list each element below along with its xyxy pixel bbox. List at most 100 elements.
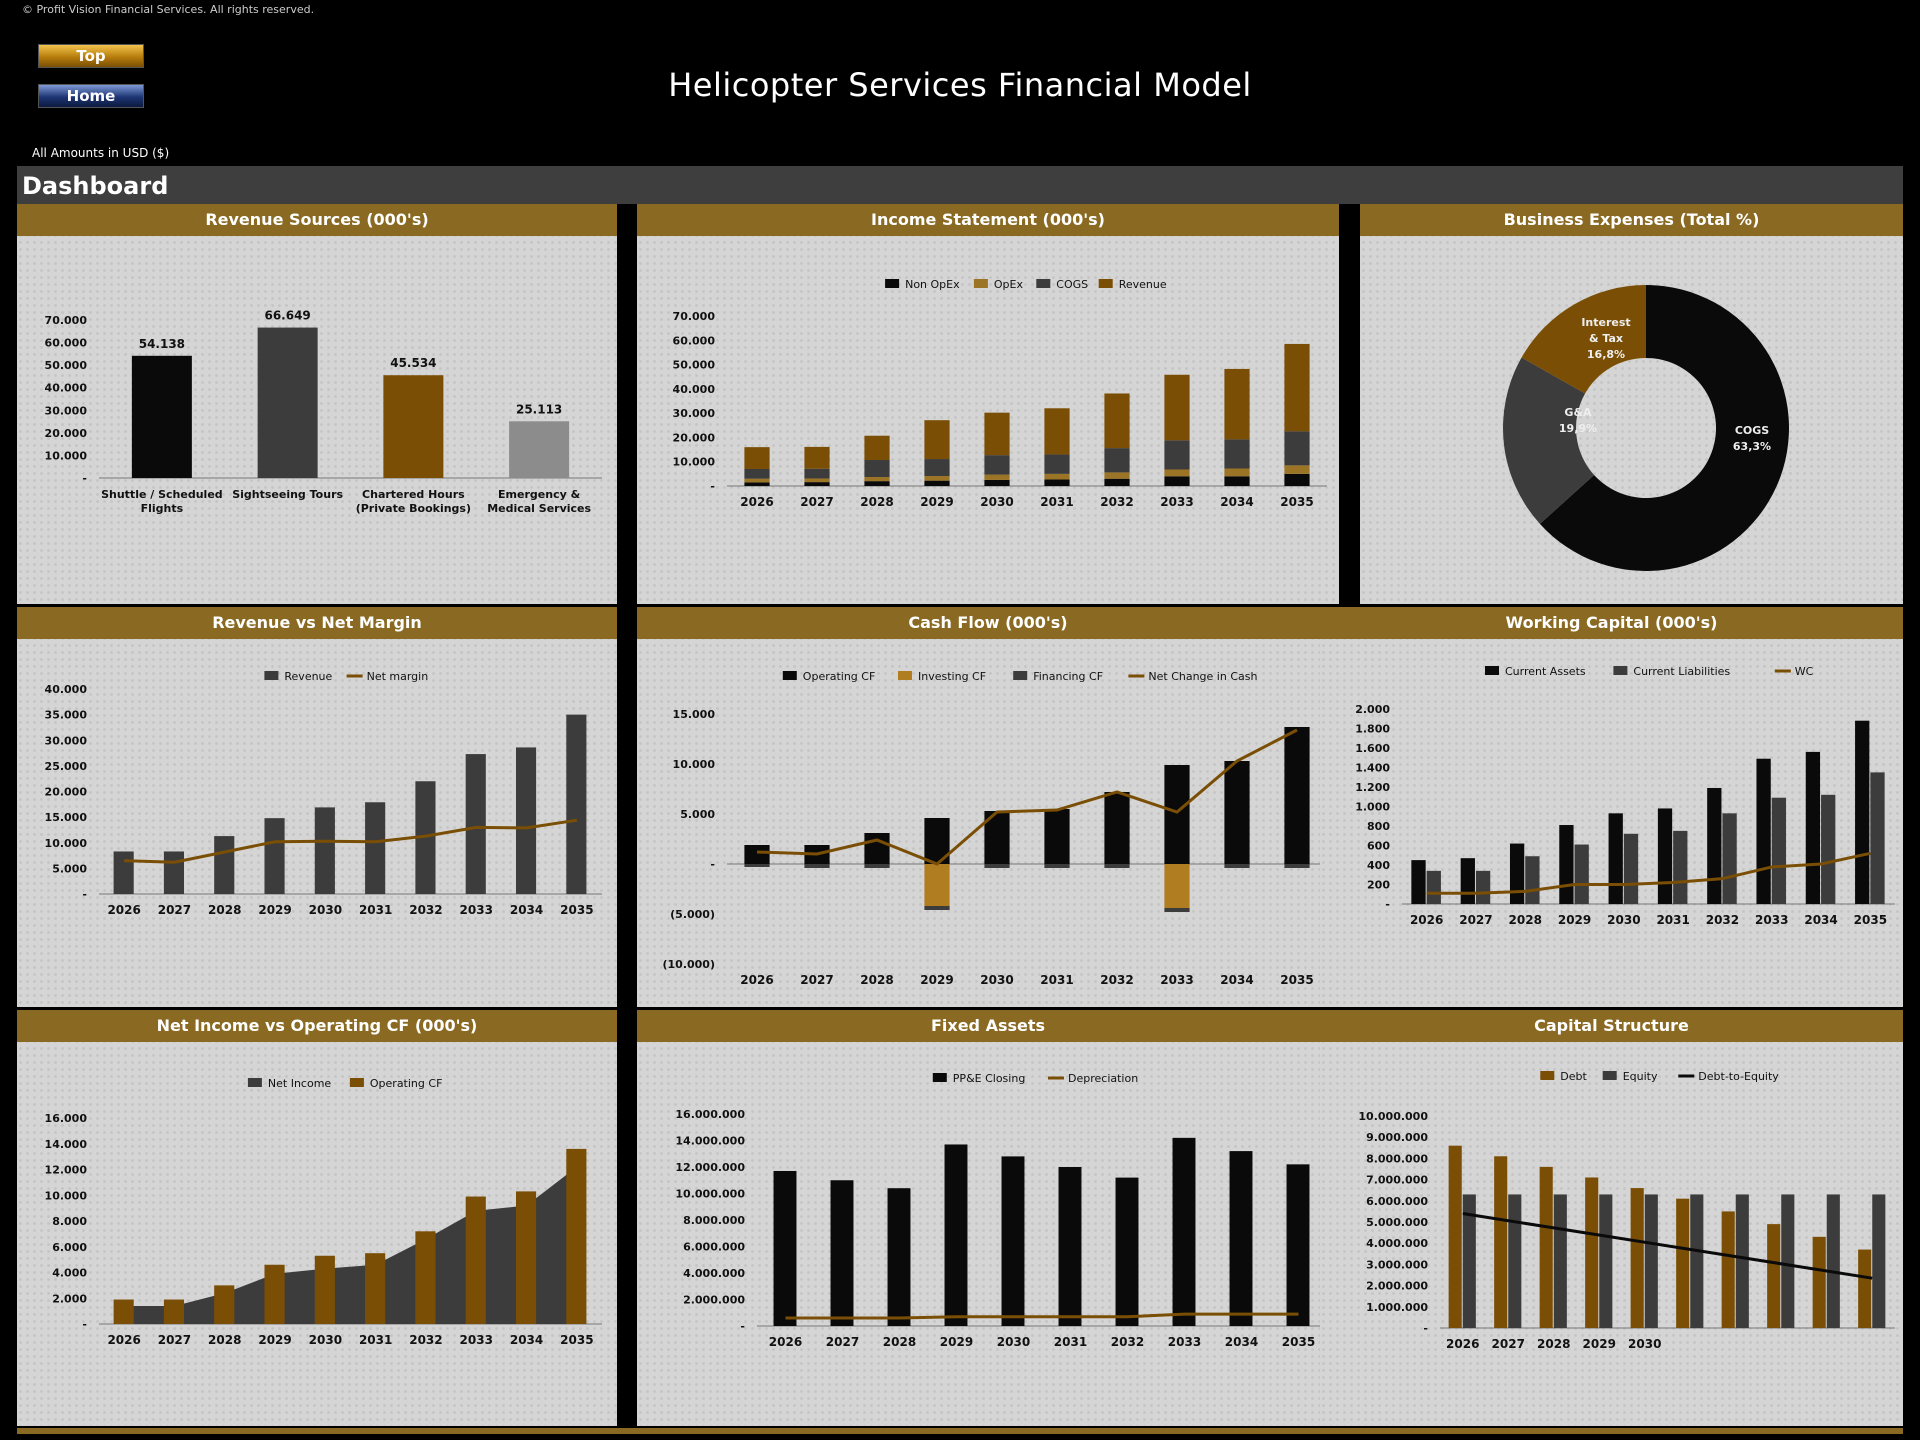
bar [924, 459, 950, 477]
panel-title: Capital Structure [1320, 1010, 1903, 1042]
y-tick-label: 1.400 [1355, 762, 1390, 775]
bar [744, 845, 770, 864]
bar [830, 1180, 854, 1326]
y-tick-label: 40.000 [673, 383, 716, 396]
y-tick-label: 5.000.000 [1366, 1216, 1428, 1229]
bar [509, 421, 570, 478]
y-tick-label: 4.000.000 [683, 1267, 745, 1280]
x-tick-label: 2034 [1220, 973, 1253, 987]
x-tick-label: 2027 [1459, 913, 1492, 927]
x-tick-label: 2028 [860, 973, 893, 987]
legend-label: WC [1795, 665, 1814, 678]
y-tick-label: 3.000.000 [1366, 1258, 1428, 1271]
bar [1044, 408, 1070, 455]
bar [1224, 476, 1250, 486]
bar [804, 478, 830, 483]
bar [924, 864, 950, 906]
y-tick-label: 14.000.000 [675, 1135, 745, 1148]
bar [984, 455, 1010, 475]
bar [1164, 440, 1190, 470]
panel-revenue-sources: Revenue Sources (000's) - 10.000 20.000 30.… [17, 204, 617, 604]
donut-slice [1503, 357, 1595, 524]
bar [1104, 864, 1130, 868]
legend-label: Revenue [1119, 278, 1167, 291]
top-button[interactable]: Top [38, 44, 144, 68]
bar [314, 1255, 335, 1324]
bar [214, 1285, 235, 1324]
y-tick-label: 50.000 [673, 359, 716, 372]
chart-business-expenses: COGS 63,3% G&A 19,9% Interest & Tax 16,8% [1503, 285, 1789, 571]
legend-label: Equity [1623, 1070, 1658, 1083]
bar [1044, 864, 1070, 868]
x-tick-label: 2032 [1706, 913, 1739, 927]
bar [1630, 1188, 1644, 1328]
x-tick-label: 2034 [510, 1333, 543, 1347]
legend-swatch [898, 671, 912, 680]
x-tick-label: Shuttle / Scheduled [101, 488, 223, 501]
x-tick-label: 2029 [1583, 1337, 1616, 1351]
y-tick-label: 200 [1367, 879, 1390, 892]
y-tick-label: - [740, 1320, 745, 1333]
bar [1044, 473, 1070, 480]
bar [465, 1196, 486, 1324]
y-tick-label: 30.000 [673, 407, 716, 420]
panel-title: Net Income vs Operating CF (000's) [17, 1010, 617, 1042]
bar [804, 446, 830, 469]
legend-swatch [1013, 671, 1028, 680]
chart-working-capital: - 200 400 600 800 1.000 1.200 1.400 1.600 1.800 2.… [1355, 665, 1895, 927]
legend-swatch [1036, 279, 1051, 288]
y-tick-label: 4.000.000 [1366, 1237, 1428, 1250]
slice-label: G&A [1564, 406, 1592, 419]
y-tick-label: 20.000 [45, 427, 88, 440]
x-tick-label: 2028 [1509, 913, 1542, 927]
y-tick-label: - [1423, 1322, 1428, 1335]
legend-swatch [1485, 666, 1499, 675]
chart-net-income-vs-ocf: - 2.000 4.000 6.000 8.000 10.000 12.000 14.000 1… [45, 1077, 602, 1347]
y-tick-label: 2.000.000 [683, 1294, 745, 1307]
y-tick-label: 2.000 [1355, 703, 1390, 716]
x-tick-label: 2032 [1100, 495, 1133, 509]
x-tick-label: 2034 [510, 903, 543, 917]
y-tick-label: 6.000.000 [1366, 1195, 1428, 1208]
y-tick-label: 1.800 [1355, 723, 1390, 736]
bar [1623, 833, 1639, 904]
slice-value: 16,8% [1587, 348, 1625, 361]
x-tick-label: 2034 [1220, 495, 1253, 509]
x-tick-label: 2035 [1280, 973, 1313, 987]
home-button[interactable]: Home [38, 84, 144, 108]
bar [1525, 856, 1540, 904]
x-tick-label: 2028 [1537, 1337, 1570, 1351]
bar [1164, 469, 1190, 477]
bar [1104, 478, 1130, 486]
bar [214, 836, 235, 894]
bar [944, 1144, 968, 1326]
bar [1164, 374, 1190, 441]
y-tick-label: 10.000.000 [675, 1188, 745, 1201]
bar [1164, 476, 1190, 486]
bar [1104, 448, 1130, 473]
slice-label: COGS [1735, 424, 1769, 437]
bar [984, 479, 1010, 486]
bar [264, 818, 285, 894]
slice-value: 63,3% [1733, 440, 1771, 453]
bar [924, 476, 950, 481]
legend-label: Financing CF [1033, 670, 1103, 683]
panel-title: Cash Flow (000's) [637, 607, 1339, 639]
x-tick-label: 2031 [1040, 495, 1073, 509]
chart-revenue-vs-margin: - 5.000 10.000 15.000 20.000 25.000 30.000 35.0… [45, 670, 602, 917]
y-tick-label: 400 [1367, 859, 1390, 872]
bar [1855, 720, 1870, 904]
y-tick-label: 1.000 [1355, 801, 1390, 814]
bar [1872, 1194, 1886, 1328]
panel-cash-flow: Cash Flow (000's) (10.000) (5.000) - 5.000 1… [637, 607, 1339, 1007]
x-tick-label: 2031 [1656, 913, 1689, 927]
bar [1104, 393, 1130, 449]
line-series [1426, 851, 1871, 895]
x-tick-label: 2034 [1225, 1335, 1258, 1349]
y-tick-label: 20.000 [45, 786, 88, 799]
y-tick-label: 600 [1367, 840, 1390, 853]
legend-swatch [1613, 666, 1628, 675]
bar [1284, 431, 1310, 466]
bar [264, 1264, 285, 1324]
x-tick-label: 2030 [980, 495, 1013, 509]
